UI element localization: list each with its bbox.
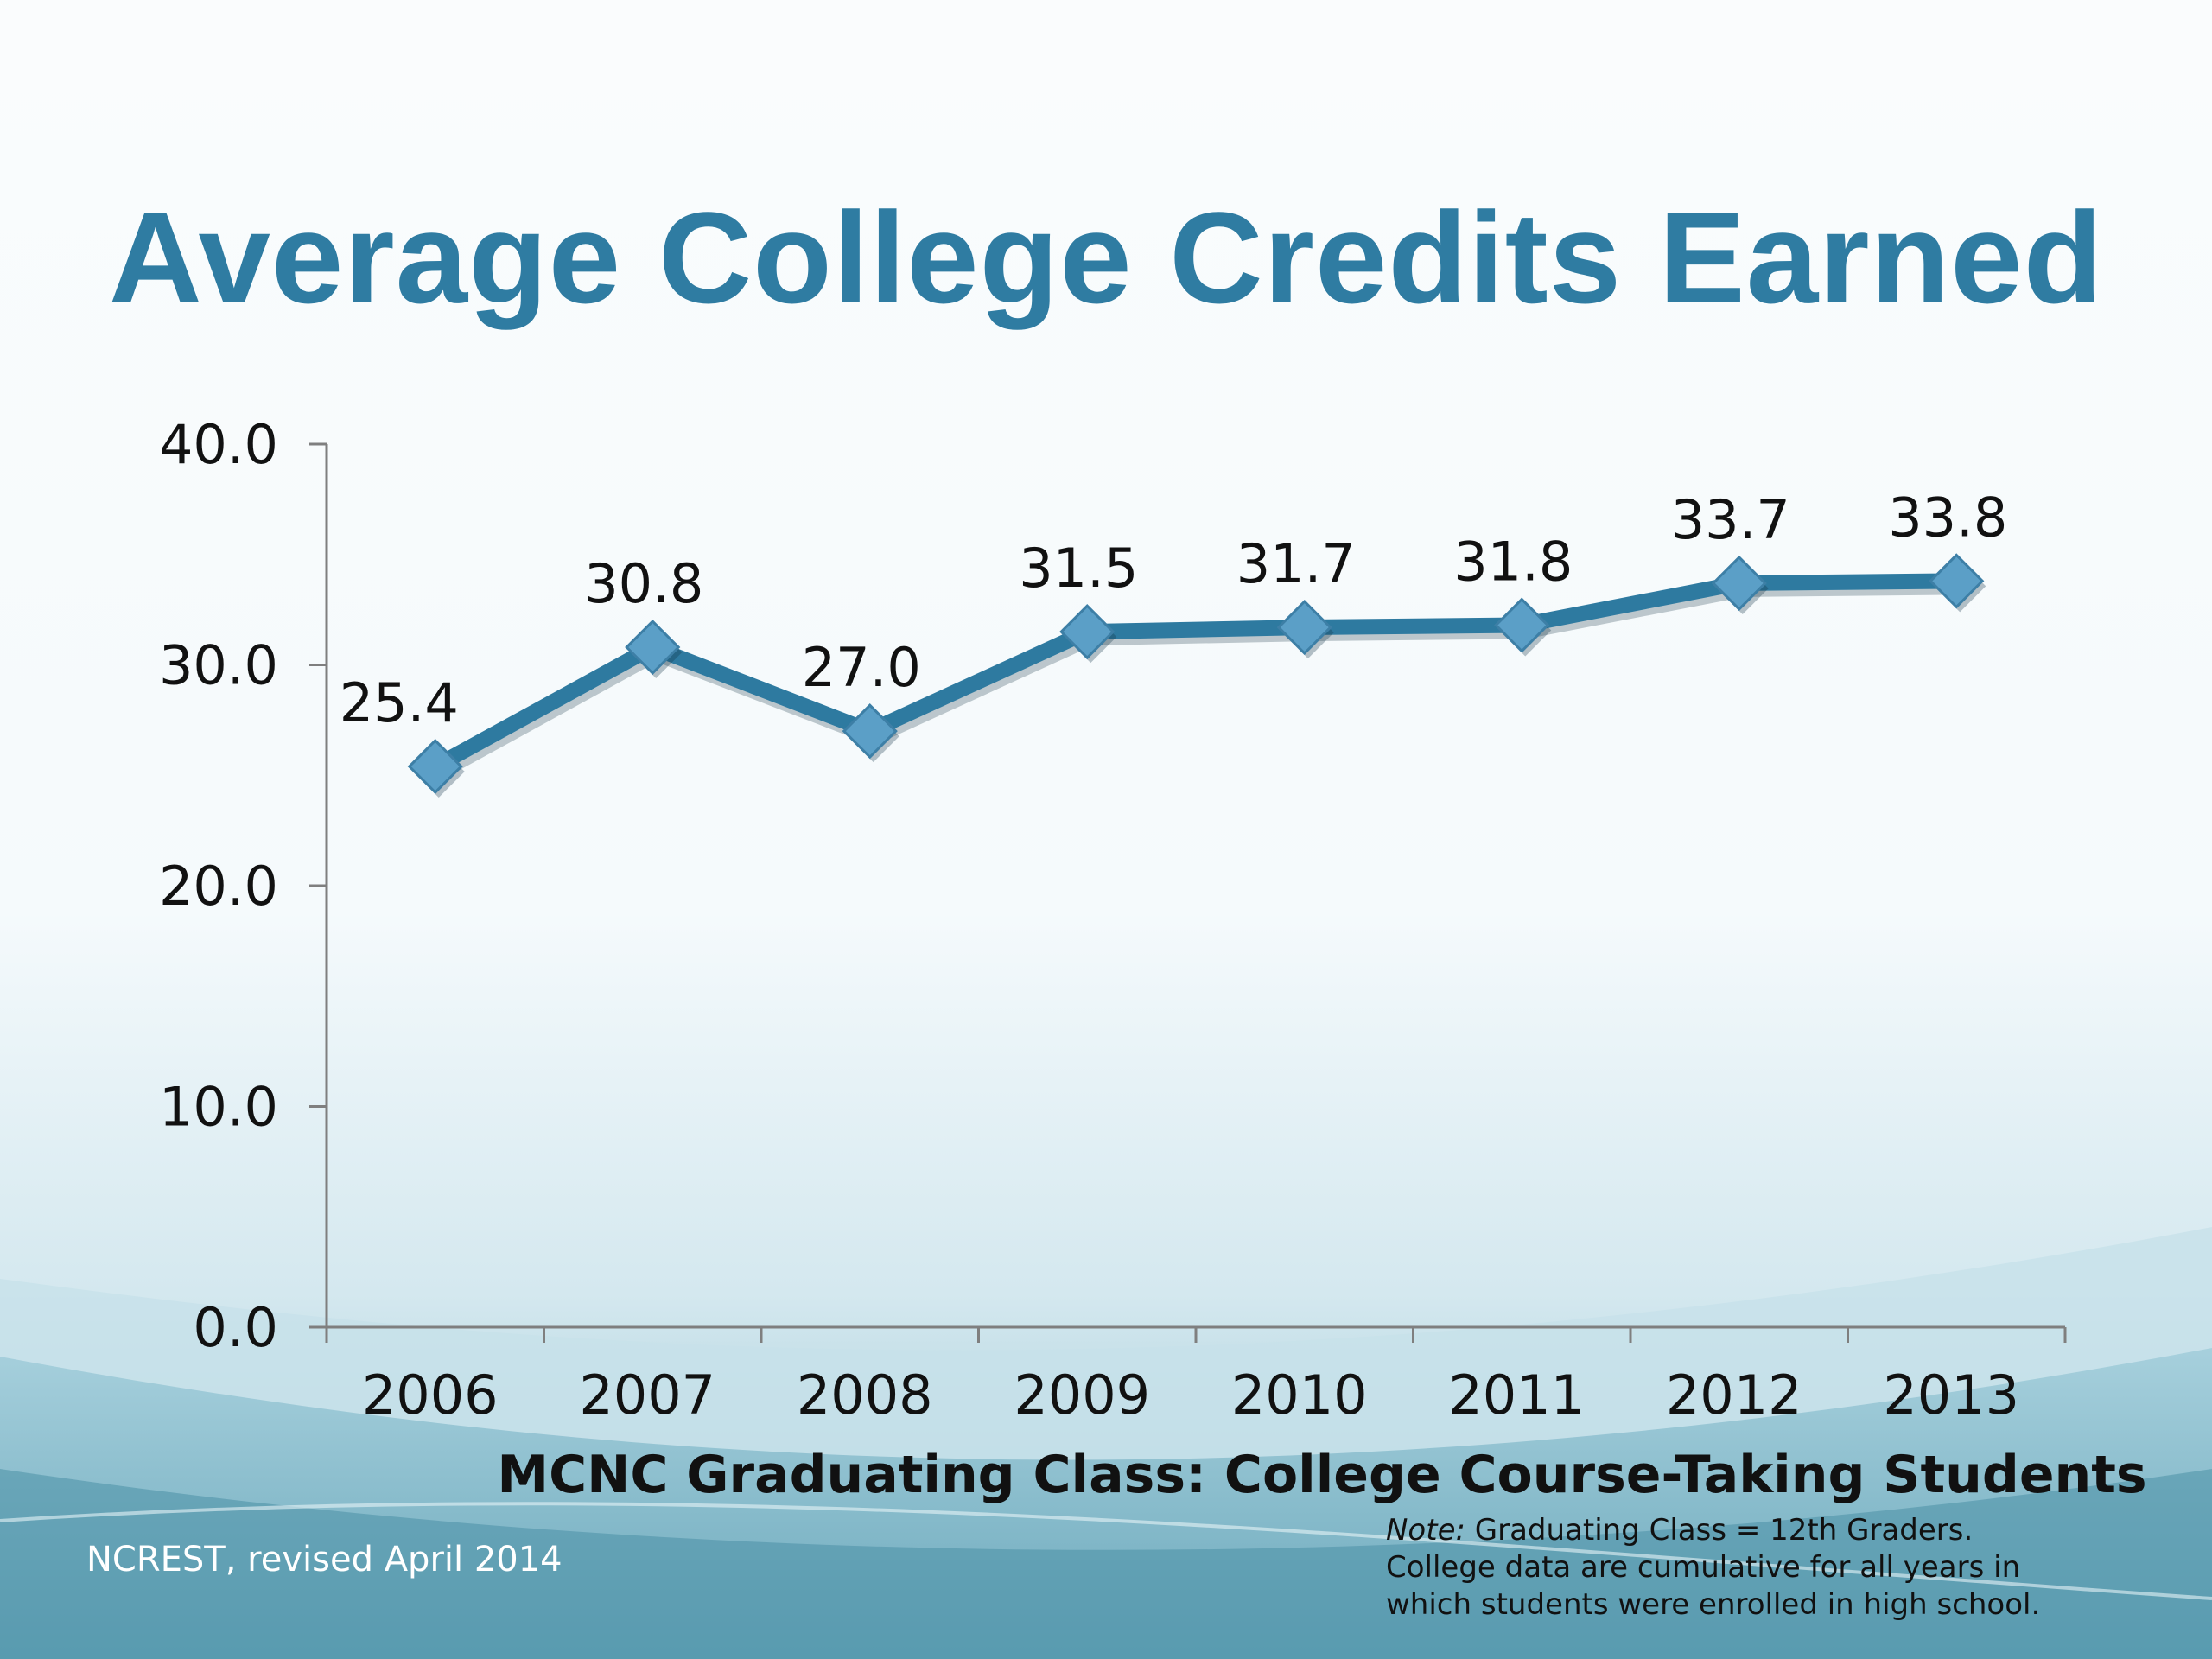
- x-tick-label: 2012: [1666, 1363, 1802, 1427]
- y-tick-label: 40.0: [159, 413, 278, 476]
- footnote: Note: Graduating Class = 12th Graders. C…: [1386, 1512, 2164, 1624]
- series-average-credits: [407, 553, 1986, 798]
- data-label: 33.7: [1671, 488, 1790, 551]
- footnote-label: Note:: [1386, 1513, 1465, 1548]
- data-label: 33.8: [1888, 486, 2007, 549]
- footnote-line-2: College data are cumulative for all year…: [1386, 1550, 2021, 1585]
- data-point-marker: [842, 703, 898, 760]
- data-point-marker: [1494, 597, 1550, 653]
- data-label: 25.4: [340, 671, 459, 734]
- y-tick-label: 30.0: [159, 634, 278, 697]
- data-point-marker: [625, 619, 681, 676]
- data-label: 30.8: [584, 552, 703, 615]
- x-tick-label: 2013: [1883, 1363, 2019, 1427]
- x-tick-label: 2010: [1231, 1363, 1368, 1427]
- x-tick-label: 2011: [1448, 1363, 1585, 1427]
- data-point-marker: [1059, 604, 1116, 660]
- footnote-line-3: which students were enrolled in high sch…: [1386, 1587, 2041, 1622]
- footnote-line-1: Note: Graduating Class = 12th Graders.: [1386, 1512, 2164, 1549]
- y-tick-label: 0.0: [193, 1296, 278, 1359]
- series-line: [431, 573, 1957, 773]
- x-tick-label: 2007: [579, 1363, 715, 1427]
- slide-title: Average College Credits Earned: [108, 185, 2104, 330]
- data-label: 31.8: [1453, 531, 1573, 594]
- data-point-marker: [1711, 555, 1767, 612]
- y-tick-label: 10.0: [159, 1076, 278, 1139]
- data-point-marker: [1929, 553, 1985, 609]
- y-tick-label: 20.0: [159, 855, 278, 918]
- y-axis: 0.0 10.0 20.0 30.0 40.0: [159, 413, 328, 1359]
- source-credit: NCREST, revised April 2014: [86, 1540, 563, 1580]
- data-labels: 25.4 30.8 27.0 31.5 31.7 31.8 33.7 33.8: [340, 486, 2008, 734]
- footnote-text-1: Graduating Class = 12th Graders.: [1474, 1513, 1974, 1548]
- data-label: 31.7: [1236, 532, 1356, 595]
- x-tick-label: 2006: [362, 1363, 499, 1427]
- x-axis: 2006 2007 2008 2009 2010 2011 2012 2013: [325, 1325, 2067, 1427]
- x-axis-title: MCNC Graduating Class: College Course-Ta…: [497, 1445, 2146, 1505]
- x-tick-label: 2009: [1014, 1363, 1150, 1427]
- data-label: 27.0: [802, 636, 921, 699]
- x-tick-label: 2008: [797, 1363, 933, 1427]
- data-point-marker: [1276, 599, 1332, 656]
- data-point-marker: [407, 738, 463, 795]
- data-label: 31.5: [1019, 537, 1138, 600]
